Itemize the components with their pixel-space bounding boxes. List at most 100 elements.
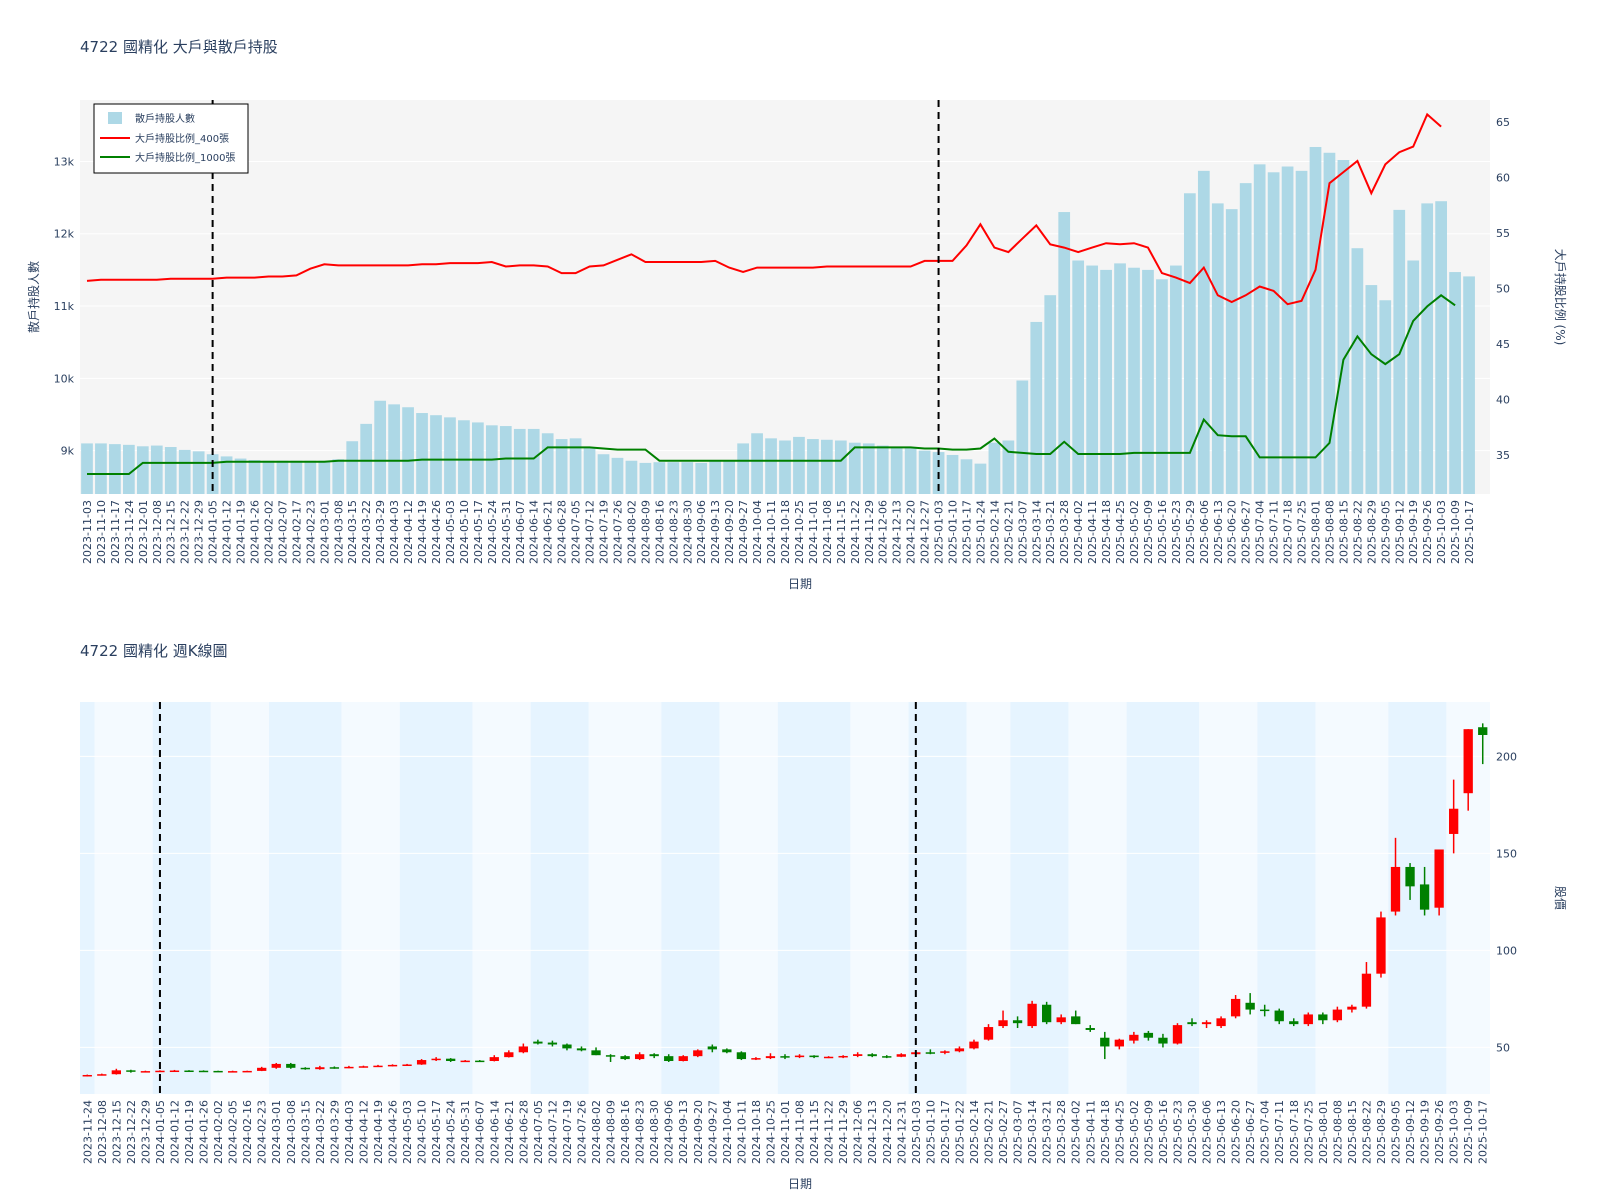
x-tick-label: 2024-12-13 [866,1100,879,1164]
legend-label: 大戶持股比例_1000張 [135,151,235,164]
candle-body [896,1054,906,1057]
bar [1030,321,1043,494]
y-right-tick-label: 40 [1496,394,1510,407]
x-tick-label: 2024-03-22 [360,500,373,564]
candle-body [1201,1022,1212,1025]
bar [262,460,275,494]
x-tick-label: 2024-07-19 [561,1100,574,1164]
candle-body [300,1067,310,1070]
x-tick-label: 2024-05-17 [430,1100,443,1164]
x-tick-label: 2025-01-17 [939,1100,952,1164]
y-price-tick-label: 200 [1496,750,1517,763]
x-tick-label: 2024-05-31 [459,1100,472,1164]
x-tick-label: 2025-02-21 [1002,500,1015,564]
bar [946,454,959,494]
x-tick-label: 2025-01-03 [933,500,946,564]
bar [1170,265,1182,494]
candle-body [925,1052,936,1054]
candle-body [1289,1021,1299,1025]
x-tick-label: 2024-03-29 [374,500,387,564]
x-tick-label: 2025-07-25 [1302,1100,1315,1164]
month-band [341,702,400,1094]
bar [1016,380,1029,494]
x-tick-label: 2024-07-05 [570,500,583,564]
x-tick-label: 2023-11-03 [81,500,94,564]
y-left-tick-label: 13k [54,155,75,168]
x-tick-label: 2024-11-22 [849,500,862,564]
x-tick-label: 2024-11-22 [823,1100,836,1164]
line-400 [86,112,1442,306]
x-tick-label: 2024-09-27 [706,1100,719,1164]
x-tick-label: 2024-08-02 [625,500,638,564]
x-tick-label: 2024-09-20 [723,500,736,564]
candle-body [184,1070,194,1073]
x-tick-label: 2024-07-12 [584,500,597,564]
x-tick-label: 2024-06-14 [488,1100,501,1164]
y-left-tick-label: 9k [61,445,75,458]
x-tick-label: 2025-01-22 [953,1100,966,1164]
bar [834,440,847,494]
month-band [1010,702,1069,1094]
candle-body [1100,1037,1110,1047]
candle-body [547,1042,558,1045]
x-tick-label: 2023-12-29 [139,1100,152,1164]
bar [388,404,400,494]
y-left-tick-label: 11k [54,300,75,313]
x-tick-label: 2024-11-01 [779,1100,792,1164]
x-tick-label: 2024-01-05 [154,1100,167,1164]
x-tick-label: 2025-08-01 [1317,1100,1330,1164]
bar [793,436,805,494]
x-tick-label: 2025-02-14 [968,1100,981,1164]
month-band [94,702,153,1094]
legend-swatch-bar [108,112,122,124]
x-axis-label: 日期 [788,577,812,591]
candle-body [286,1063,296,1068]
x-tick-label: 2024-05-31 [500,500,513,564]
candle-body [271,1063,281,1068]
x-tick-label: 2025-05-09 [1142,500,1155,564]
bar [416,413,428,494]
x-tick-label: 2023-12-15 [165,500,178,564]
bar [583,447,596,494]
bar [1156,279,1168,494]
candle-body [620,1056,630,1060]
x-tick-label: 2024-10-18 [750,1100,763,1164]
x-tick-label: 2024-01-12 [168,1100,181,1164]
bar [848,442,861,494]
x-tick-label: 2025-09-05 [1379,500,1392,564]
y-left-tick-label: 10k [54,372,75,385]
x-tick-label: 2024-04-12 [357,1100,370,1164]
x-tick-label: 2025-08-15 [1337,500,1350,564]
bar [653,462,666,494]
candle-body [823,1056,834,1059]
y-right-axis-label: 大戶持股比例 (%) [1553,249,1568,346]
x-tick-label: 2024-01-12 [221,500,234,564]
month-band [1126,702,1200,1094]
x-tick-label: 2025-06-13 [1212,500,1225,564]
x-tick-label: 2024-08-23 [667,500,680,564]
x-tick-label: 2024-07-19 [598,500,611,564]
month-band [1257,702,1316,1094]
x-tick-label: 2025-06-20 [1230,1100,1243,1164]
x-tick-label: 2025-04-11 [1086,500,1099,564]
x-tick-label: 2025-09-12 [1393,500,1406,564]
bar [402,407,414,494]
candle-body [198,1070,209,1073]
bar [1379,300,1392,494]
x-tick-label: 2024-06-07 [474,1100,487,1164]
x-tick-label: 2025-03-21 [1041,1100,1054,1164]
bar [150,445,163,494]
month-band [1199,702,1258,1094]
candle-body [1419,884,1430,910]
bar [276,460,289,494]
candle-body [664,1056,674,1062]
candle-body [1056,1017,1066,1023]
candle-body [1216,1018,1226,1027]
x-tick-label: 2023-12-22 [125,1100,138,1164]
month-band [1315,702,1389,1094]
bar [765,438,777,494]
x-tick-label: 2024-06-21 [503,1100,516,1164]
month-band [399,702,473,1094]
x-tick-label: 2024-07-26 [611,500,624,564]
candle-body [518,1046,529,1053]
